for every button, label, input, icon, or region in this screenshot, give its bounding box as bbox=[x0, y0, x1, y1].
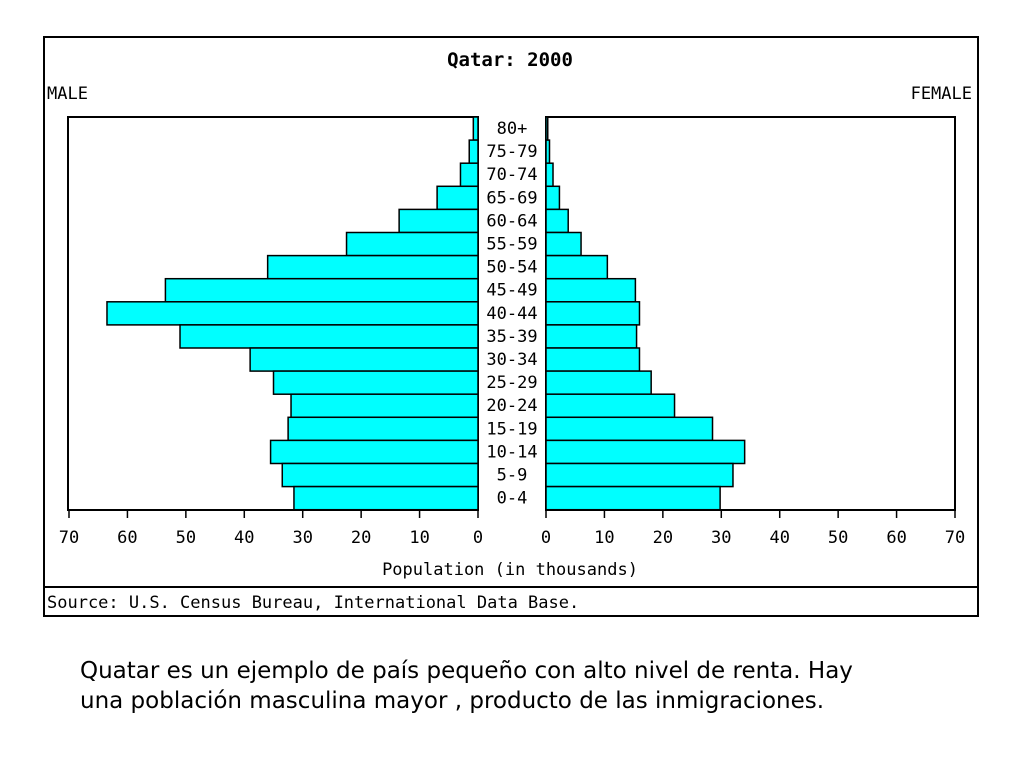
female-bar bbox=[545, 485, 721, 511]
male-bar bbox=[179, 324, 479, 349]
age-group-label: 20-24 bbox=[486, 396, 537, 416]
female-bar bbox=[545, 393, 676, 419]
female-bar bbox=[545, 347, 641, 372]
male-tick-label: 10 bbox=[409, 528, 429, 548]
female-tick-label: 30 bbox=[711, 528, 731, 548]
male-bar bbox=[398, 208, 479, 234]
age-group-label: 40-44 bbox=[486, 304, 537, 324]
female-bar bbox=[545, 301, 641, 326]
female-x-axis: 70 60 50 40 30 20 10 0 bbox=[541, 510, 965, 548]
age-group-label: 15-19 bbox=[486, 419, 537, 439]
male-bar bbox=[164, 277, 479, 303]
male-tick-label: 50 bbox=[176, 528, 196, 548]
source-note: Source: U.S. Census Bureau, Internationa… bbox=[47, 593, 579, 613]
female-bar bbox=[545, 116, 549, 141]
female-bar bbox=[545, 185, 561, 211]
male-bar bbox=[293, 485, 479, 511]
x-axis-label: Population (in thousands) bbox=[382, 560, 638, 580]
female-bar bbox=[545, 462, 734, 488]
male-tick-label: 70 bbox=[59, 528, 79, 548]
female-bar bbox=[545, 370, 652, 395]
caption-line-2: una población masculina mayor , producto… bbox=[80, 688, 825, 714]
male-bar bbox=[266, 254, 479, 280]
male-bar bbox=[290, 393, 479, 419]
male-tick-label: 0 bbox=[473, 528, 483, 548]
age-group-label: 70-74 bbox=[486, 165, 537, 185]
female-tick-label: 60 bbox=[886, 528, 906, 548]
male-tick-label: 20 bbox=[351, 528, 371, 548]
female-bar bbox=[545, 139, 551, 164]
age-group-label: 25-29 bbox=[486, 373, 537, 393]
age-group-label: 0-4 bbox=[497, 489, 528, 509]
age-group-label: 60-64 bbox=[486, 211, 537, 231]
caption-line-1: Quatar es un ejemplo de país pequeño con… bbox=[80, 658, 853, 684]
age-group-label: 55-59 bbox=[486, 235, 537, 255]
chart-title: Qatar: 2000 bbox=[447, 49, 573, 71]
male-bar bbox=[106, 301, 479, 326]
female-tick-label: 40 bbox=[769, 528, 789, 548]
male-bars bbox=[106, 116, 479, 511]
male-tick-label: 40 bbox=[234, 528, 254, 548]
male-bar bbox=[287, 416, 479, 442]
female-tick-label: 10 bbox=[594, 528, 614, 548]
male-bar bbox=[345, 231, 479, 257]
age-group-label: 50-54 bbox=[486, 258, 537, 278]
male-label: MALE bbox=[47, 84, 88, 104]
male-bar bbox=[459, 162, 479, 188]
female-bar bbox=[545, 254, 609, 280]
female-bar bbox=[545, 416, 714, 442]
female-bar bbox=[545, 439, 746, 465]
age-group-label: 45-49 bbox=[486, 281, 537, 301]
female-tick-label: 70 bbox=[945, 528, 965, 548]
age-group-label: 35-39 bbox=[486, 327, 537, 347]
female-bar bbox=[545, 231, 582, 257]
female-bars bbox=[545, 116, 746, 511]
age-group-label: 75-79 bbox=[486, 142, 537, 162]
female-tick-label: 20 bbox=[653, 528, 673, 548]
female-label: FEMALE bbox=[911, 84, 972, 104]
female-bar bbox=[545, 162, 554, 188]
age-group-labels: 80+ 75-79 70-74 65-69 60-64 55-59 50-54 45-49 40… bbox=[486, 119, 537, 509]
age-group-label: 5-9 bbox=[497, 466, 528, 486]
male-tick-label: 60 bbox=[117, 528, 137, 548]
female-bar bbox=[545, 324, 638, 349]
male-bar bbox=[468, 139, 479, 164]
male-tick-label: 30 bbox=[292, 528, 312, 548]
male-bar bbox=[272, 370, 479, 395]
male-bar bbox=[269, 439, 479, 465]
caption: Quatar es un ejemplo de país pequeño con… bbox=[80, 656, 980, 716]
female-tick-label: 50 bbox=[828, 528, 848, 548]
population-pyramid-chart: Qatar: 2000 MALE FEMALE 80+ 75-79 70-74 65-… bbox=[43, 36, 979, 617]
male-bar bbox=[472, 116, 479, 141]
age-group-label: 30-34 bbox=[486, 350, 537, 370]
age-group-label: 10-14 bbox=[486, 442, 537, 462]
male-bar bbox=[436, 185, 479, 211]
female-bar bbox=[545, 277, 637, 303]
male-bar bbox=[249, 347, 479, 372]
male-x-axis: 70 60 50 40 30 20 10 0 bbox=[59, 510, 483, 548]
age-group-label: 80+ bbox=[497, 119, 528, 139]
age-group-label: 65-69 bbox=[486, 188, 537, 208]
female-bar bbox=[545, 208, 569, 234]
female-tick-label: 0 bbox=[541, 528, 551, 548]
male-bar bbox=[281, 462, 479, 488]
